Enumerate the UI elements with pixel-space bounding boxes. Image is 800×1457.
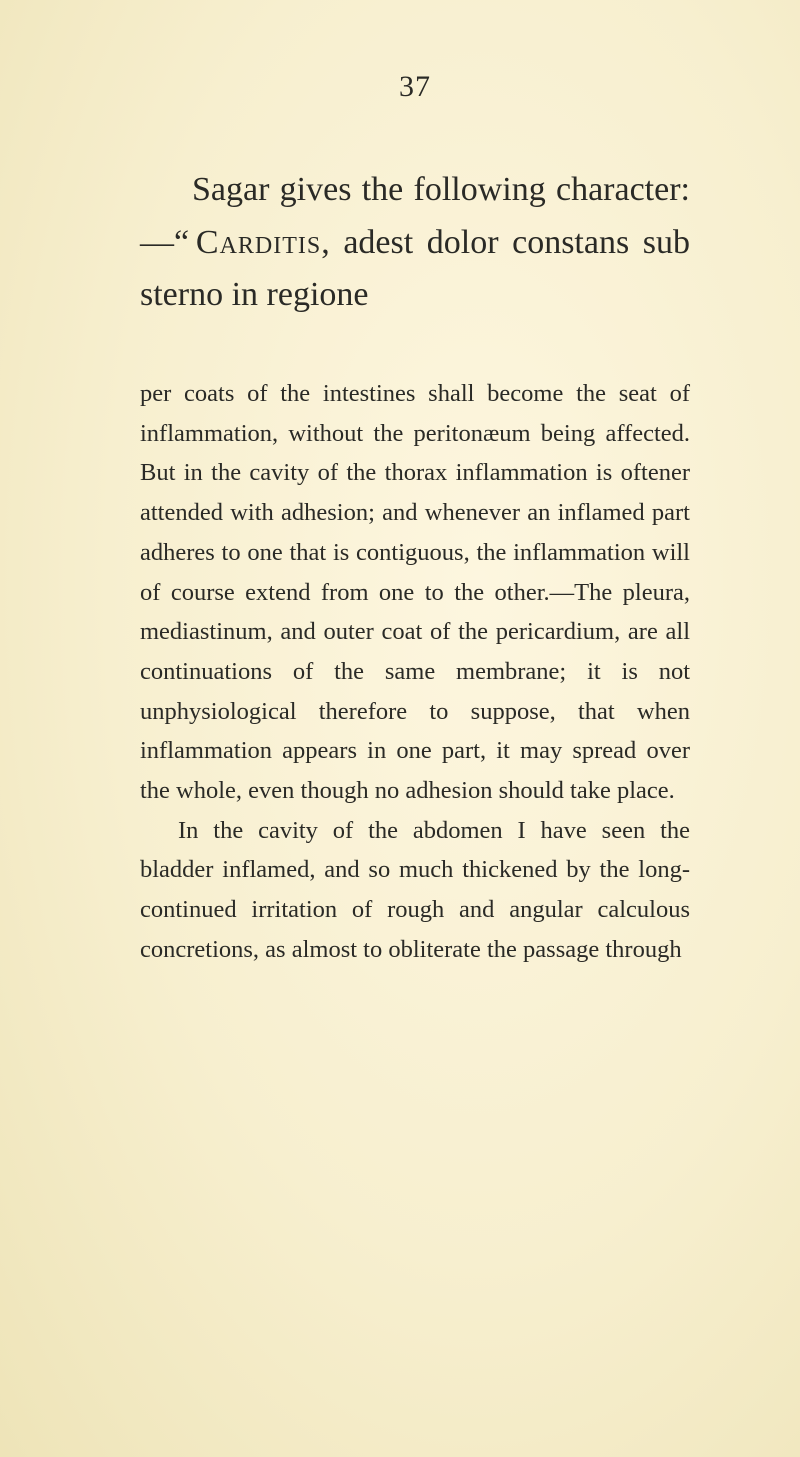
footnote-para-1: per coats of the intestines shall become… bbox=[140, 374, 690, 811]
footnote-para-2-text: In the cavity of the abdomen I have seen… bbox=[140, 817, 690, 963]
footnote-block: per coats of the intestines shall become… bbox=[140, 374, 690, 969]
footnote-para-2: In the cavity of the abdomen I have seen… bbox=[140, 811, 690, 970]
main-body-text: Sagar gives the following cha­racter:—“ … bbox=[140, 164, 690, 322]
page-number: 37 bbox=[140, 70, 690, 104]
main-text-content: Sagar gives the following cha­racter:—“ … bbox=[140, 171, 690, 313]
book-page: 37 Sagar gives the following cha­racter:… bbox=[0, 0, 800, 1457]
